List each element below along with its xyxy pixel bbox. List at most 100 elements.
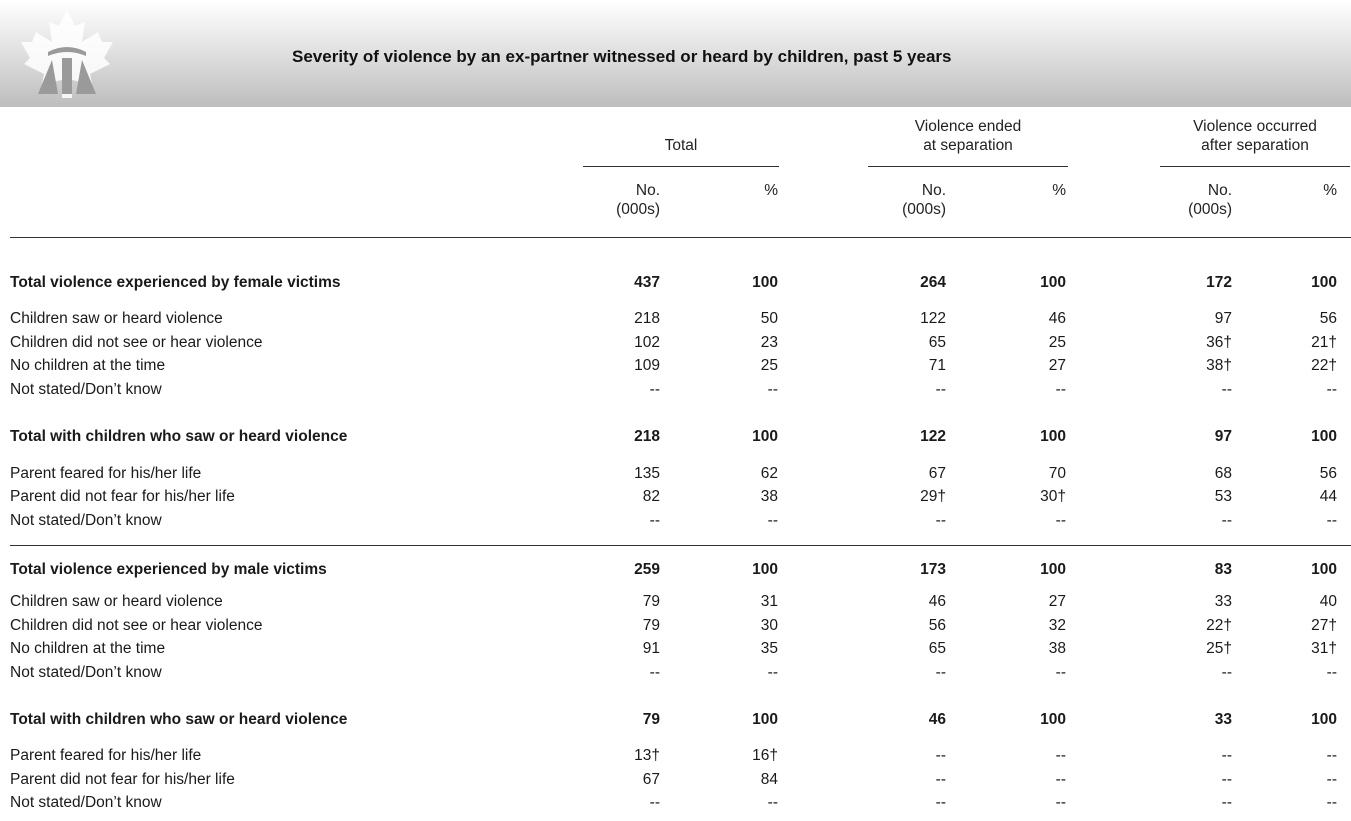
table-cell: --: [1221, 771, 1232, 788]
table-cell: 100: [752, 428, 778, 445]
table-cell: 56: [1319, 465, 1337, 482]
table-cell: 100: [1311, 561, 1337, 578]
subhead-no-after: No. (000s): [1188, 182, 1232, 218]
table-cell: 172: [1206, 274, 1232, 291]
table-cell: 22†: [1206, 617, 1232, 634]
table-cell: 100: [1040, 561, 1066, 578]
table-cell: --: [1055, 747, 1066, 764]
table-cell: 56: [1319, 310, 1337, 327]
table-cell: 102: [634, 334, 660, 351]
subhead-pct-after: %: [1323, 182, 1337, 199]
table-cell: 16†: [752, 747, 778, 764]
table-cell: 38: [760, 488, 778, 505]
table-cell: 21†: [1311, 334, 1337, 351]
table-cell: 33: [1214, 711, 1232, 728]
table-cell: 65: [928, 640, 946, 657]
table-cell: --: [1221, 747, 1232, 764]
row-label: Children saw or heard violence: [10, 593, 223, 610]
header-banner: Severity of violence by an ex-partner wi…: [0, 0, 1351, 107]
row-label: Not stated/Don’t know: [10, 381, 162, 398]
table-cell: --: [767, 794, 778, 811]
row-label: Children saw or heard violence: [10, 310, 223, 327]
maple-leaf-logo-icon: [21, 10, 113, 98]
row-label: No children at the time: [10, 640, 166, 657]
table-cell: 46: [928, 593, 946, 610]
table-cell: --: [1055, 794, 1066, 811]
table-cell: --: [1326, 771, 1337, 788]
table-cell: 100: [752, 561, 778, 578]
table-cell: 23: [760, 334, 778, 351]
table-cell: --: [649, 512, 660, 529]
table-cell: --: [1221, 664, 1232, 681]
table-cell: 31†: [1311, 640, 1337, 657]
table-cell: 97: [1214, 310, 1232, 327]
table-cell: 122: [920, 428, 946, 445]
table-cell: 91: [642, 640, 660, 657]
row-label: Children did not see or hear violence: [10, 617, 263, 634]
table-cell: 79: [642, 593, 660, 610]
row-label: Parent did not fear for his/her life: [10, 488, 235, 505]
group-rule-ended: [868, 166, 1068, 167]
row-label: Parent did not fear for his/her life: [10, 771, 235, 788]
table-cell: 65: [928, 334, 946, 351]
table-cell: --: [1055, 381, 1066, 398]
table-cell: 40: [1319, 593, 1337, 610]
table-cell: --: [935, 512, 946, 529]
table-cell: 25: [1048, 334, 1066, 351]
table-cell: 27: [1048, 593, 1066, 610]
table-cell: 35: [760, 640, 778, 657]
row-label: Parent feared for his/her life: [10, 747, 202, 764]
table-cell: 218: [634, 310, 660, 327]
table-cell: 27: [1048, 357, 1066, 374]
table-cell: --: [1326, 512, 1337, 529]
table-cell: --: [1055, 512, 1066, 529]
table-cell: --: [935, 381, 946, 398]
table-cell: --: [935, 664, 946, 681]
table-cell: 83: [1214, 561, 1232, 578]
table-cell: --: [649, 381, 660, 398]
subhead-no-ended: No. (000s): [902, 182, 946, 218]
table-cell: 38†: [1206, 357, 1232, 374]
table-cell: 97: [1214, 428, 1232, 445]
table-cell: --: [1326, 381, 1337, 398]
table-cell: 46: [928, 711, 946, 728]
table-cell: 100: [1040, 274, 1066, 291]
row-label: Parent feared for his/her life: [10, 465, 202, 482]
table-cell: 259: [634, 561, 660, 578]
table-cell: 27†: [1311, 617, 1337, 634]
table-cell: 100: [1040, 428, 1066, 445]
row-label: Children did not see or hear violence: [10, 334, 263, 351]
table-cell: 100: [1311, 711, 1337, 728]
table-cell: 30: [760, 617, 778, 634]
table-cell: --: [935, 794, 946, 811]
col-group-after: Violence occurred after separation: [1193, 118, 1317, 154]
table-cell: 67: [642, 771, 660, 788]
row-label: No children at the time: [10, 357, 166, 374]
table-cell: 82: [642, 488, 660, 505]
table-cell: --: [767, 512, 778, 529]
table-cell: 71: [928, 357, 946, 374]
row-label: Not stated/Don’t know: [10, 794, 162, 811]
table-cell: 22†: [1311, 357, 1337, 374]
table-cell: 36†: [1206, 334, 1232, 351]
row-total-label: Total with children who saw or heard vio…: [10, 428, 348, 445]
table-cell: --: [767, 381, 778, 398]
group-rule-after: [1160, 166, 1350, 167]
table-cell: 437: [634, 274, 660, 291]
table-cell: --: [1221, 794, 1232, 811]
table-cell: 100: [752, 274, 778, 291]
table-cell: 50: [760, 310, 778, 327]
table-cell: --: [649, 794, 660, 811]
table-cell: 29†: [920, 488, 946, 505]
table-cell: 32: [1048, 617, 1066, 634]
subhead-pct-ended: %: [1052, 182, 1066, 199]
table-cell: --: [1326, 664, 1337, 681]
table-cell: 173: [920, 561, 946, 578]
subhead-pct-total: %: [764, 182, 778, 199]
table-cell: 109: [634, 357, 660, 374]
table-cell: 79: [642, 617, 660, 634]
table-cell: --: [935, 747, 946, 764]
row-label: Not stated/Don’t know: [10, 512, 162, 529]
table-cell: 100: [752, 711, 778, 728]
table-cell: 84: [760, 771, 778, 788]
